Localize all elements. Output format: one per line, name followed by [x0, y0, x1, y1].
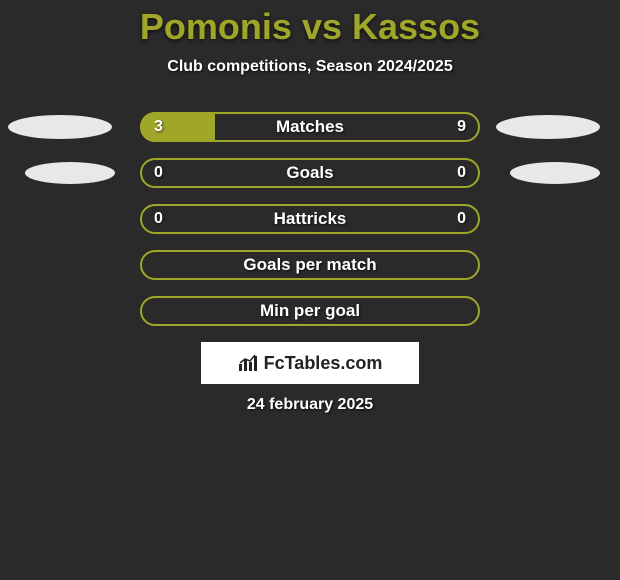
avatar-left-1 — [8, 115, 112, 139]
avatar-left-2 — [25, 162, 115, 184]
date: 24 february 2025 — [0, 396, 620, 414]
bar-label: Goals — [140, 158, 480, 188]
bar-label: Min per goal — [140, 296, 480, 326]
row-goals-per-match: Goals per match — [0, 250, 620, 280]
avatar-right-2 — [510, 162, 600, 184]
title-vs: vs — [302, 6, 342, 47]
title-right: Kassos — [352, 6, 480, 47]
title-left: Pomonis — [140, 6, 292, 47]
avatar-right-1 — [496, 115, 600, 139]
chart-icon — [238, 354, 260, 372]
row-goals: 0 Goals 0 — [0, 158, 620, 188]
bar-label: Matches — [140, 112, 480, 142]
logo-text: FcTables.com — [264, 353, 383, 374]
value-right: 0 — [443, 204, 480, 234]
row-hattricks: 0 Hattricks 0 — [0, 204, 620, 234]
row-matches: 3 Matches 9 — [0, 112, 620, 142]
logo-box: FcTables.com — [201, 342, 419, 384]
page-title: Pomonis vs Kassos — [0, 6, 620, 48]
subtitle: Club competitions, Season 2024/2025 — [0, 58, 620, 76]
row-min-per-goal: Min per goal — [0, 296, 620, 326]
bar-label: Goals per match — [140, 250, 480, 280]
comparison-rows: 3 Matches 9 0 Goals 0 0 Hattricks 0 — [0, 112, 620, 326]
bar-label: Hattricks — [140, 204, 480, 234]
logo: FcTables.com — [238, 353, 383, 374]
value-right: 0 — [443, 158, 480, 188]
value-right: 9 — [443, 112, 480, 142]
